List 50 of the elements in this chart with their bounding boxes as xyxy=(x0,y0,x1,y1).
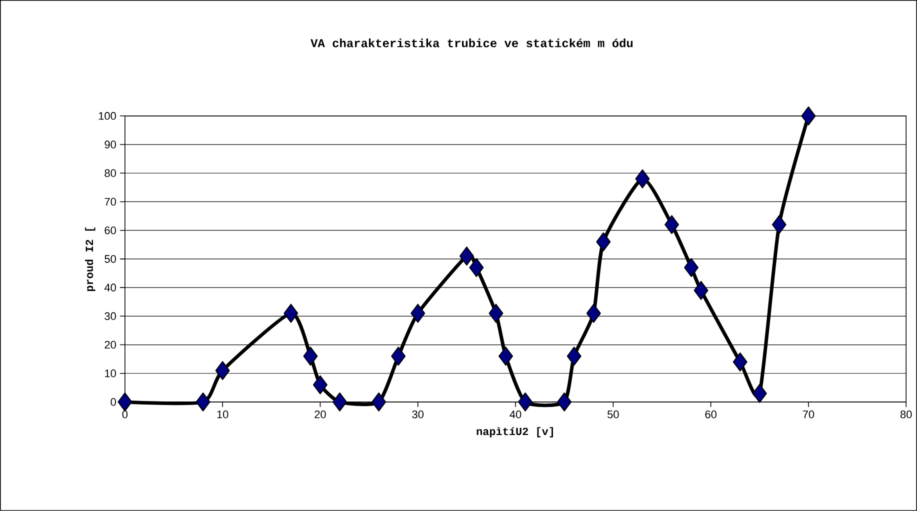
y-tick-label: 40 xyxy=(104,284,116,292)
y-tick-label: 30 xyxy=(104,312,116,320)
point xyxy=(635,169,650,188)
y-tick-label: 80 xyxy=(104,169,116,178)
point xyxy=(586,304,601,323)
point xyxy=(566,346,582,366)
point xyxy=(372,392,386,412)
x-tick-label: 50 xyxy=(608,410,619,418)
point xyxy=(664,215,680,234)
x-tick-label: 20 xyxy=(314,410,326,418)
y-tick-label: 50 xyxy=(104,255,116,263)
point xyxy=(498,346,514,366)
point xyxy=(312,375,328,394)
point xyxy=(196,392,210,412)
point xyxy=(469,258,484,278)
point xyxy=(694,280,708,300)
point xyxy=(215,361,230,380)
point xyxy=(459,246,474,266)
point xyxy=(772,215,786,234)
y-tick-label: 100 xyxy=(98,112,116,120)
y-tick-label: 60 xyxy=(104,226,116,234)
point xyxy=(118,392,132,412)
y-tick-label: 20 xyxy=(104,340,116,349)
x-tick-label: 60 xyxy=(705,410,716,418)
point xyxy=(732,352,748,372)
y-axis-title: proud I2 [ xyxy=(85,227,96,292)
point xyxy=(391,346,406,366)
x-tick-label: 10 xyxy=(217,410,228,418)
y-tick-label: 10 xyxy=(105,370,116,378)
y-tick-label: 90 xyxy=(104,140,116,148)
y-tick-label: 70 xyxy=(104,198,116,206)
x-tick-label: 70 xyxy=(802,410,814,418)
x-tick-label: 30 xyxy=(412,410,424,418)
point xyxy=(488,304,504,323)
point xyxy=(303,346,318,366)
point xyxy=(332,392,348,412)
point xyxy=(596,232,611,252)
x-tick-label: 80 xyxy=(900,410,912,418)
x-axis-title: napìtíU2 [v] xyxy=(476,427,553,438)
point xyxy=(684,258,699,278)
x-tick-label: 40 xyxy=(510,410,522,418)
x-tick-label: 0 xyxy=(122,410,128,418)
y-tick-label: 0 xyxy=(110,398,116,406)
point xyxy=(410,304,426,323)
point xyxy=(752,384,767,403)
chart-title: VA charakteristika trubice ve statickém m ódu xyxy=(310,38,633,48)
point xyxy=(518,392,533,412)
point xyxy=(557,392,572,412)
point xyxy=(801,106,816,126)
point xyxy=(284,304,298,323)
